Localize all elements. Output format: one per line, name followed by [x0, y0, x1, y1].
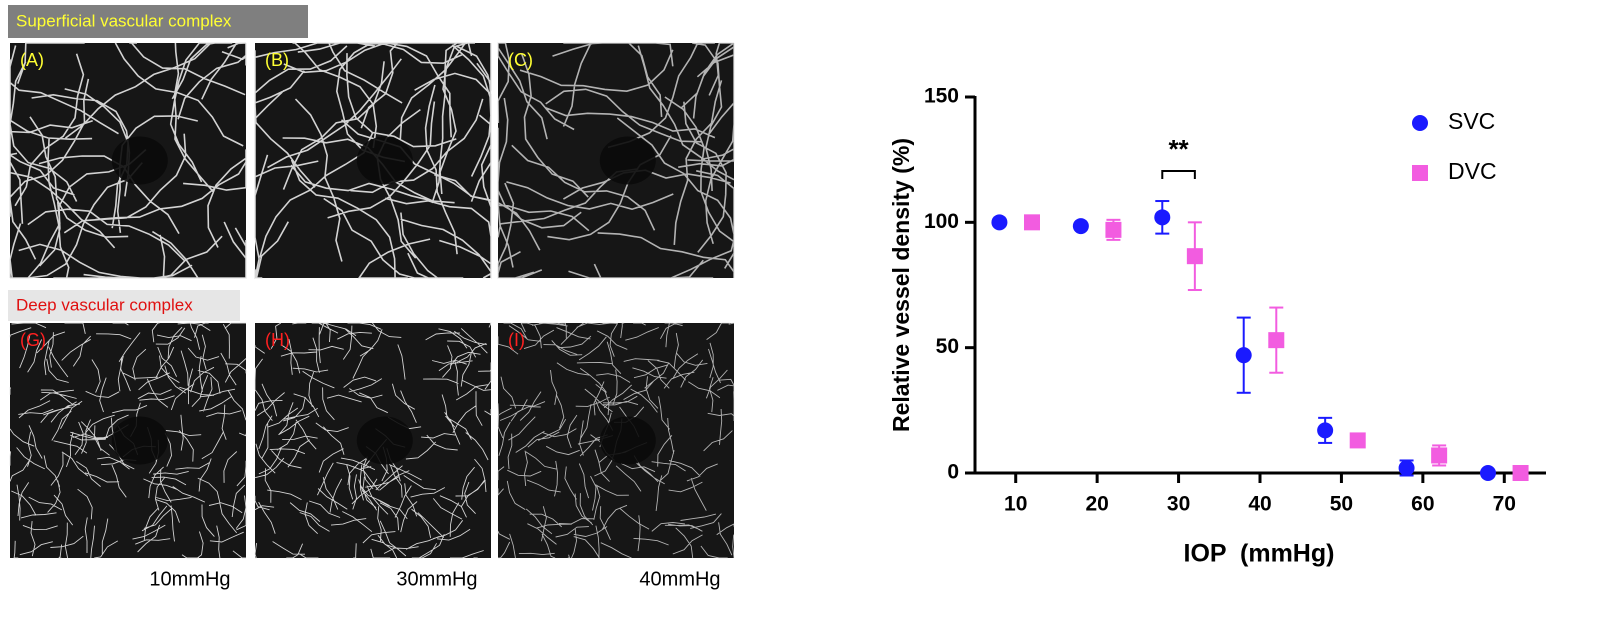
annotation: **	[1168, 134, 1189, 164]
legend-label: DVC	[1448, 158, 1497, 184]
y-tick-label: 50	[936, 335, 959, 358]
pressure-label: 40mmHg	[639, 568, 720, 590]
deep-title: Deep vascular complex	[16, 295, 193, 314]
x-tick-label: 60	[1411, 493, 1434, 516]
legend-marker	[1412, 115, 1428, 131]
vessel-texture	[254, 42, 492, 280]
fovea	[356, 136, 413, 185]
x-tick-label: 30	[1167, 493, 1190, 516]
panel-label: (C)	[508, 50, 533, 70]
point	[1072, 218, 1089, 235]
x-tick-label: 20	[1085, 493, 1108, 516]
vessel-texture	[497, 42, 735, 279]
fovea	[356, 416, 413, 465]
point	[1024, 214, 1040, 231]
y-tick-label: 0	[947, 461, 959, 484]
point	[1235, 347, 1252, 364]
y-tick-label: 100	[924, 210, 959, 233]
deep-header	[8, 290, 240, 321]
image-panels: (A) (B) (C) (G) (H) (I)	[9, 42, 735, 559]
x-axis-label: IOP (mmHg)	[1184, 540, 1335, 568]
superficial-title: Superficial vascular complex	[16, 11, 232, 30]
fovea	[111, 136, 168, 185]
pressure-label: 10mmHg	[149, 568, 230, 590]
x-tick-label: 70	[1493, 493, 1516, 516]
legend-label: SVC	[1448, 108, 1495, 134]
vessel-texture	[9, 322, 247, 559]
point	[1268, 332, 1285, 349]
y-axis-label: Relative vessel density (%)	[888, 138, 914, 432]
vessel-texture	[497, 322, 735, 559]
point	[1431, 447, 1448, 464]
point	[1154, 209, 1171, 226]
significance-bracket	[1161, 170, 1196, 180]
y-tick-label: 150	[924, 85, 959, 108]
fovea	[111, 416, 168, 465]
x-tick-label: 10	[1004, 493, 1027, 516]
panel-label: (B)	[265, 50, 289, 70]
point	[1349, 432, 1366, 449]
point	[1105, 221, 1122, 238]
legend-marker	[1412, 165, 1428, 181]
point	[1512, 465, 1529, 481]
point	[1480, 465, 1496, 481]
point	[991, 214, 1008, 231]
pressure-label: 30mmHg	[396, 568, 477, 590]
superficial-header	[8, 5, 308, 38]
fovea	[599, 136, 656, 185]
x-tick-label: 40	[1248, 493, 1271, 516]
panel-label: (I)	[508, 330, 525, 350]
point	[1398, 459, 1415, 476]
fovea	[599, 416, 656, 465]
panel-label: (A)	[20, 50, 44, 70]
panel-label: (G)	[20, 330, 46, 350]
point	[1186, 248, 1203, 265]
panel-label: (H)	[265, 330, 290, 350]
vessel-texture	[9, 42, 247, 279]
x-tick-label: 50	[1330, 493, 1353, 516]
point	[1317, 422, 1334, 439]
